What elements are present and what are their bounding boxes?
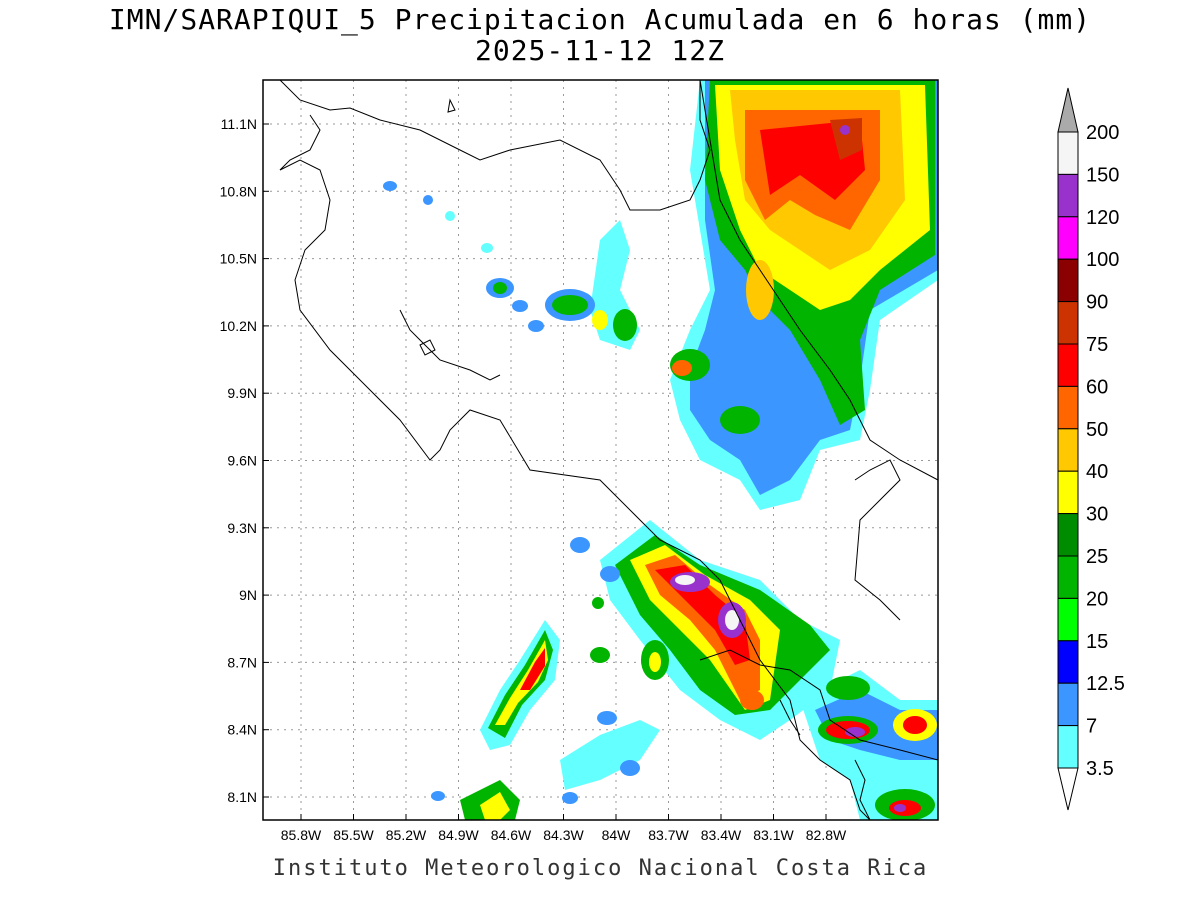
lat-tick-label: 9.6N <box>227 453 257 469</box>
lon-tick-label: 84.3W <box>543 827 584 843</box>
lat-tick-label: 9N <box>239 587 257 603</box>
colorbar-label: 40 <box>1086 461 1108 483</box>
colorbar-label: 20 <box>1086 588 1108 610</box>
colorbar-segment <box>1057 428 1079 472</box>
colorbar-segment <box>1057 682 1079 727</box>
lon-tick-label: 82.8W <box>806 827 847 843</box>
colorbar-legend: 200 150 120 100 90 75 60 50 40 30 25 20 15 12.5 7 3.5 <box>1057 87 1125 811</box>
colorbar-segment <box>1057 301 1079 345</box>
colorbar-segment <box>1057 725 1079 769</box>
lat-tick-label: 10.2N <box>220 318 257 334</box>
rain-area-northeast <box>670 80 938 510</box>
colorbar-label: 3.5 <box>1086 758 1114 780</box>
coastlines-and-borders <box>279 80 938 820</box>
colorbar-segment <box>1057 555 1079 599</box>
lon-tick-label: 83.4W <box>701 827 742 843</box>
colorbar-segment <box>1057 597 1079 642</box>
colorbar-label: 25 <box>1086 546 1108 568</box>
lat-tick-label: 10.8N <box>220 183 257 199</box>
colorbar-segment <box>1057 216 1079 260</box>
colorbar-label: 15 <box>1086 631 1108 653</box>
latitude-axis: 11.1N 10.8N 10.5N 10.2N 9.9N 9.6N 9.3N 9N 8.7N 8.… <box>220 116 257 805</box>
lat-tick-label: 9.3N <box>227 520 257 536</box>
rain-band-southwest <box>431 620 660 820</box>
colorbar-segment <box>1057 470 1079 515</box>
colorbar-bottom-arrow <box>1057 767 1079 811</box>
rain-cells-north <box>383 181 640 350</box>
lat-tick-label: 8.1N <box>227 789 257 805</box>
lat-tick-label: 10.5N <box>220 251 257 267</box>
colorbar-top-arrow <box>1057 87 1079 133</box>
colorbar-label: 75 <box>1086 334 1108 356</box>
lon-tick-label: 85.8W <box>281 827 322 843</box>
colorbar-label: 60 <box>1086 376 1108 398</box>
colorbar-label: 150 <box>1086 164 1119 186</box>
lon-tick-label: 85.2W <box>386 827 427 843</box>
lat-tick-label: 8.7N <box>227 654 257 670</box>
colorbar-label: 200 <box>1086 122 1119 144</box>
precipitation-field <box>383 80 938 820</box>
colorbar-segment <box>1057 385 1079 430</box>
map-frame <box>262 79 939 821</box>
rain-area-south <box>570 520 840 740</box>
lon-tick-label: 84.6W <box>491 827 532 843</box>
colorbar-label: 50 <box>1086 419 1108 441</box>
colorbar-segment <box>1057 173 1079 218</box>
lat-tick-label: 8.4N <box>227 722 257 738</box>
colorbar-label: 90 <box>1086 292 1108 314</box>
map-subtitle-date: 2025-11-12 12Z <box>474 34 725 67</box>
lon-tick-label: 84.9W <box>438 827 479 843</box>
rain-area-southeast <box>800 670 938 820</box>
lon-tick-label: 84W <box>602 827 632 843</box>
colorbar-segment <box>1057 131 1079 175</box>
colorbar-segment <box>1057 343 1079 387</box>
lon-tick-label: 83.7W <box>648 827 689 843</box>
longitude-axis: 85.8W 85.5W 85.2W 84.9W 84.6W 84.3W 84W 83.7W 83… <box>281 827 847 843</box>
colorbar-segment <box>1057 258 1079 303</box>
colorbar-label: 7 <box>1086 716 1097 738</box>
colorbar-label: 30 <box>1086 504 1108 526</box>
colorbar-label: 12.5 <box>1086 673 1125 695</box>
lon-tick-label: 85.5W <box>333 827 374 843</box>
lat-tick-label: 11.1N <box>221 116 257 132</box>
lon-tick-label: 83.1W <box>753 827 794 843</box>
lat-tick-label: 9.9N <box>227 385 257 401</box>
map-title: IMN/SARAPIQUI_5 Precipitacion Acumulada … <box>108 3 1092 36</box>
colorbar-segment <box>1057 640 1079 684</box>
footer-credit: Instituto Meteorologico Nacional Costa R… <box>272 856 929 881</box>
colorbar-label: 120 <box>1086 207 1119 229</box>
colorbar-segment <box>1057 513 1079 557</box>
colorbar-label: 100 <box>1086 249 1119 271</box>
